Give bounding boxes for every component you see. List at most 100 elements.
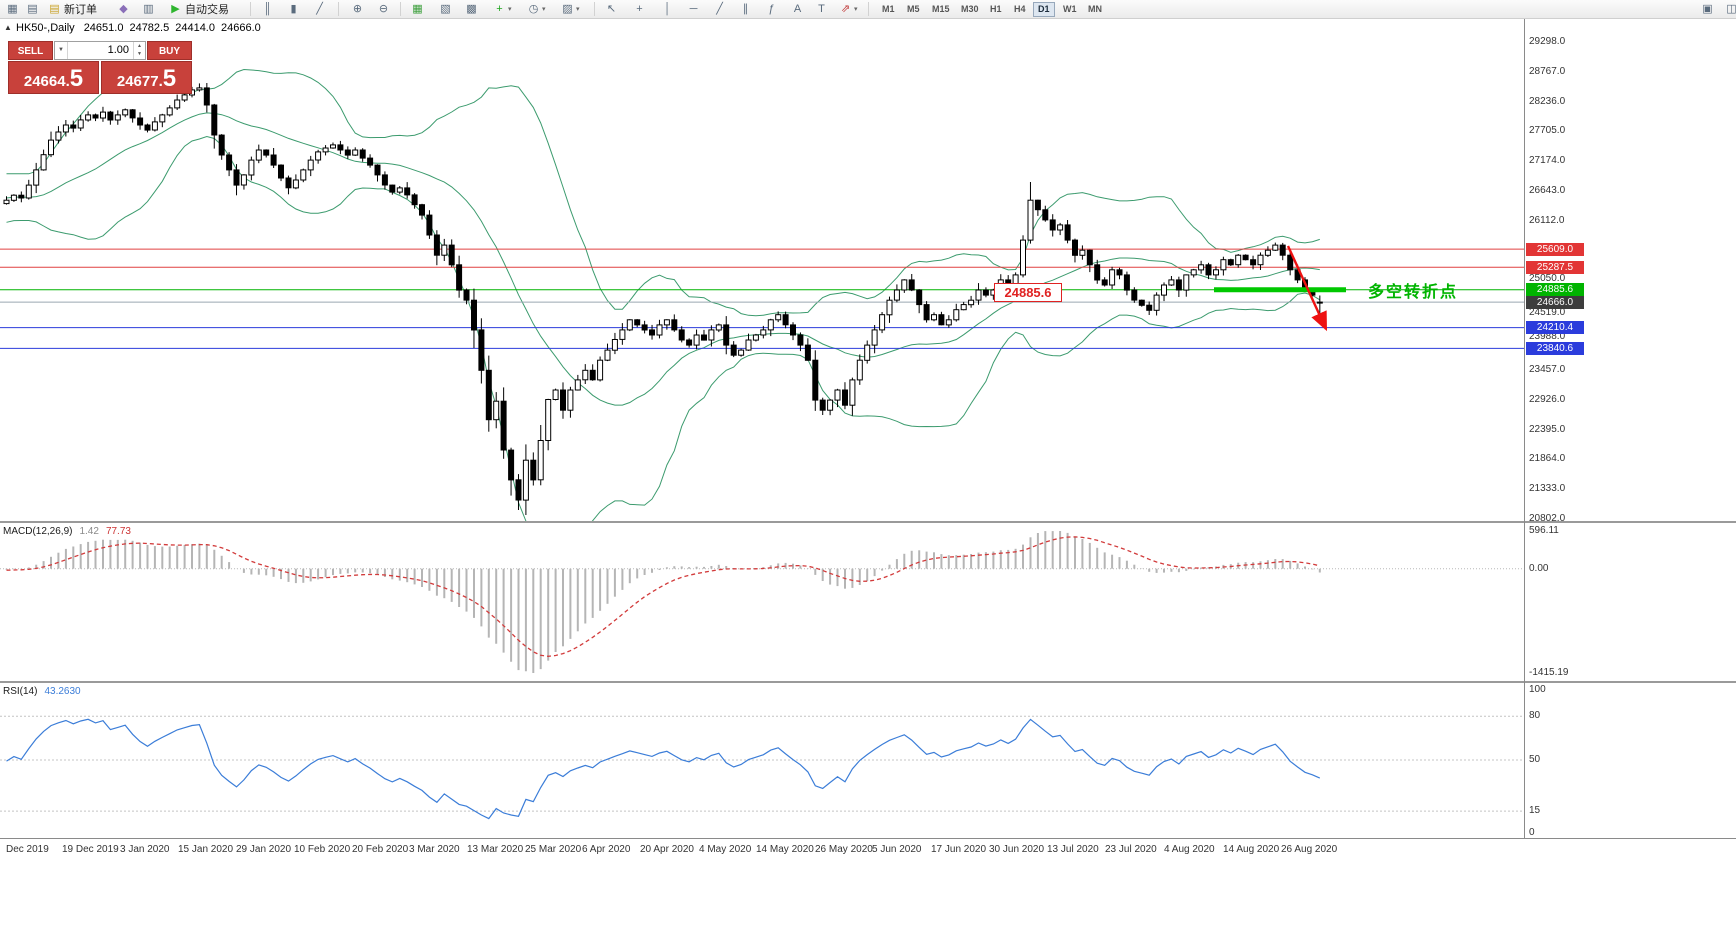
price-line-label: 25287.5	[1526, 261, 1584, 274]
date-label: 25 Mar 2020	[525, 844, 582, 855]
bar-chart-icon[interactable]: ║	[258, 1, 277, 17]
volume-stepper[interactable]: ▲ ▼	[133, 42, 145, 59]
date-axis[interactable]: Dec 2019 19 Dec 2019 3 Jan 2020 15 Jan 2020…	[0, 838, 1736, 862]
print-preview-icon[interactable]: ◫	[1722, 1, 1736, 17]
data-window-icon[interactable]: ▥	[139, 1, 158, 17]
timeframe-h4[interactable]: H4	[1014, 4, 1026, 14]
toolbar-separator	[400, 2, 401, 16]
timeframe-m30[interactable]: M30	[961, 4, 979, 14]
zoom-out-icon[interactable]: ⊖	[374, 1, 393, 17]
buy-button[interactable]: BUY	[147, 41, 192, 60]
new-chart-icon[interactable]: ▦	[3, 1, 22, 17]
rsi-value: 43.2630	[44, 686, 81, 697]
candles	[3, 83, 1323, 515]
date-label: 4 Aug 2020	[1164, 844, 1215, 855]
buy-price-box[interactable]: 24677. 5	[101, 61, 192, 94]
macd-signal-line	[6, 536, 1320, 657]
timeframe-m5[interactable]: M5	[907, 4, 920, 14]
volume-down-icon[interactable]: ▼	[137, 51, 142, 57]
cursor-icon: ↖	[606, 2, 617, 15]
zoom-in-icon[interactable]: ⊕	[348, 1, 367, 17]
profiles-icon[interactable]: ▤	[23, 1, 42, 17]
timeframe-mn[interactable]: MN	[1088, 4, 1102, 14]
macd-label: MACD(12,26,9) 1.42 77.73	[3, 526, 131, 537]
line-chart-icon[interactable]: ╱	[310, 1, 329, 17]
timeframe-d1[interactable]: D1	[1033, 2, 1055, 17]
new-order-button[interactable]: ▤ 新订单	[45, 1, 99, 17]
date-label: 29 Jan 2020	[236, 844, 292, 855]
auto-trading-button-label: 自动交易	[185, 4, 229, 16]
rsi-scale-label: 100	[1529, 684, 1546, 695]
timeframe-m15[interactable]: M15	[932, 4, 950, 14]
date-label: 17 Jun 2020	[931, 844, 987, 855]
channel-icon[interactable]: ∥	[736, 1, 755, 17]
candlestick-chart-icon[interactable]: ▮	[284, 1, 303, 17]
timeframe-m1[interactable]: M1	[882, 4, 895, 14]
open-value: 24651.0	[83, 22, 124, 34]
rsi-name: RSI(14)	[3, 686, 38, 697]
macd-panel[interactable]	[0, 523, 1524, 681]
periods-button[interactable]: ◷ ▾	[524, 1, 548, 17]
cascade-windows-icon[interactable]: ▧	[436, 1, 455, 17]
new-chart-icon: ▦	[7, 2, 18, 15]
label-icon[interactable]: T	[812, 1, 831, 17]
rsi-scale-label: 80	[1529, 710, 1541, 721]
trendline-icon: ╱	[716, 2, 723, 15]
trendline-icon[interactable]: ╱	[710, 1, 729, 17]
dropdown-caret-icon: ▾	[542, 6, 546, 13]
rsi-panel[interactable]	[0, 683, 1524, 837]
panel-splitter[interactable]	[0, 521, 1736, 523]
arrows-button[interactable]: ⇗ ▾	[836, 1, 860, 17]
tile-windows-icon: ▦	[412, 2, 423, 15]
crosshair-icon: +	[636, 2, 643, 15]
date-label: 13 Jul 2020	[1047, 844, 1099, 855]
crosshair-icon[interactable]: +	[630, 1, 649, 17]
print-icon[interactable]: ▣	[1698, 1, 1717, 17]
bull-bear-turning-point-note[interactable]: 多空转折点	[1368, 284, 1459, 301]
macd-scale-label: 0.00	[1529, 563, 1549, 574]
price-line-label: 24210.4	[1526, 321, 1584, 334]
date-label: 10 Feb 2020	[294, 844, 351, 855]
price-callout-label[interactable]: 24885.6	[994, 283, 1062, 302]
templates-button[interactable]: ▨ ▾	[558, 1, 582, 17]
price-tick-label: 27705.0	[1529, 125, 1566, 136]
price-scale[interactable]: 29298.0 28767.0 28236.0 27705.0 27174.0 26643…	[1526, 19, 1734, 524]
rsi-label: RSI(14) 43.2630	[3, 686, 81, 697]
price-tick-label: 24519.0	[1529, 307, 1566, 318]
date-label: 20 Apr 2020	[640, 844, 694, 855]
text-icon[interactable]: A	[788, 1, 807, 17]
volume-up-icon[interactable]: ▲	[137, 43, 142, 49]
fibonacci-icon[interactable]: ƒ	[762, 1, 781, 17]
timeframe-h1[interactable]: H1	[990, 4, 1002, 14]
price-chart[interactable]	[0, 19, 1524, 522]
metaeditor-icon[interactable]: ◆	[114, 1, 133, 17]
price-line-label: 24885.6	[1526, 283, 1584, 296]
low-value: 24414.0	[175, 22, 215, 34]
panel-splitter[interactable]	[0, 681, 1736, 683]
tile-windows-icon[interactable]: ▦	[408, 1, 427, 17]
chart-title: HK50-,Daily 24651.0 24782.5 24414.0 24666.0	[16, 22, 267, 34]
indicators-button[interactable]: + ▾	[490, 1, 514, 17]
volume-value[interactable]: 1.00	[107, 44, 129, 56]
print-icon: ▣	[1702, 2, 1713, 15]
auto-trading-button[interactable]: ▶ 自动交易	[166, 1, 231, 17]
date-label: 3 Jan 2020	[120, 844, 170, 855]
arrange-windows-icon[interactable]: ▩	[462, 1, 481, 17]
new-order-button-label: 新订单	[64, 4, 97, 16]
sell-button[interactable]: SELL	[8, 41, 53, 60]
sell-price-box[interactable]: 24664. 5	[8, 61, 99, 94]
volume-field[interactable]: ▼ 1.00 ▲ ▼	[54, 41, 146, 60]
horizontal-line-icon[interactable]: ─	[684, 1, 703, 17]
timeframe-w1[interactable]: W1	[1063, 4, 1077, 14]
price-tick-label: 27174.0	[1529, 155, 1566, 166]
date-label: 30 Jun 2020	[989, 844, 1045, 855]
rsi-scale-label: 15	[1529, 805, 1541, 816]
date-label: 26 May 2020	[815, 844, 873, 855]
vertical-line-icon[interactable]: │	[658, 1, 677, 17]
one-click-collapse-icon[interactable]: ▲	[4, 23, 12, 32]
volume-dropdown-icon[interactable]: ▼	[55, 42, 68, 59]
dropdown-caret-icon: ▾	[854, 6, 858, 13]
down-arrow[interactable]	[1286, 245, 1328, 332]
price-tick-label: 20802.0	[1529, 513, 1566, 524]
cursor-icon[interactable]: ↖	[602, 1, 621, 17]
